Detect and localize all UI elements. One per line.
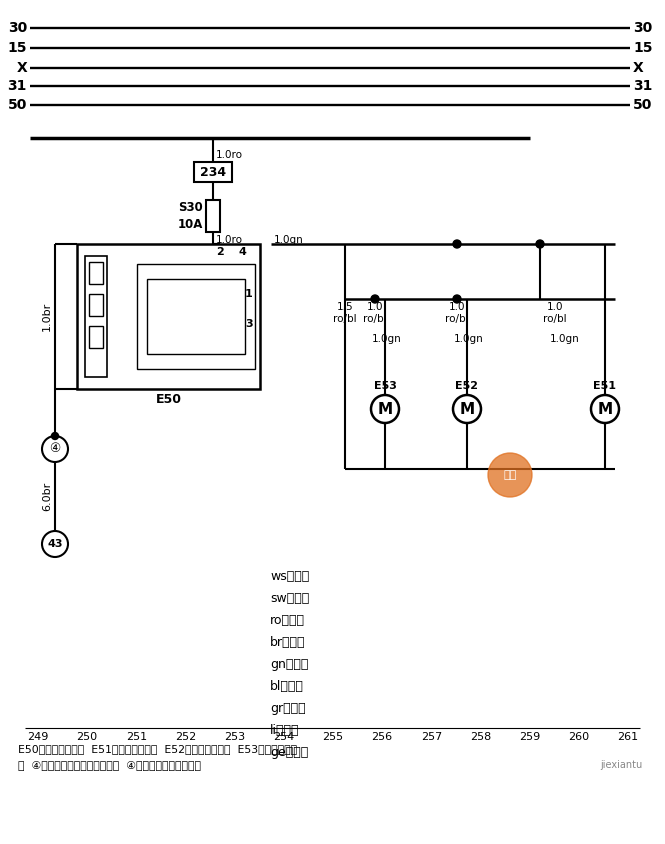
Text: 50: 50 — [633, 98, 652, 112]
Text: 1.0: 1.0 — [449, 302, 466, 312]
Text: 30: 30 — [8, 21, 27, 35]
Text: 3: 3 — [245, 319, 253, 329]
Circle shape — [536, 240, 544, 248]
Text: 258: 258 — [470, 732, 491, 742]
Text: 15: 15 — [633, 41, 652, 55]
Text: 259: 259 — [519, 732, 540, 742]
Text: bl＝蓝色: bl＝蓝色 — [270, 680, 304, 693]
Text: gr＝灰色: gr＝灰色 — [270, 702, 306, 715]
Text: 250: 250 — [76, 732, 98, 742]
Text: 261: 261 — [617, 732, 638, 742]
Text: ro/bl: ro/bl — [543, 314, 567, 324]
Text: 50: 50 — [7, 98, 27, 112]
Circle shape — [453, 240, 461, 248]
Text: 249: 249 — [27, 732, 49, 742]
Text: 252: 252 — [175, 732, 196, 742]
Text: 2: 2 — [216, 247, 224, 257]
Text: ge＝黄色: ge＝黄色 — [270, 746, 309, 759]
Bar — [89, 294, 103, 316]
Text: E51: E51 — [593, 381, 616, 391]
Bar — [89, 326, 103, 348]
Text: 1.5: 1.5 — [336, 302, 353, 312]
Bar — [137, 264, 255, 369]
Text: 6.0br: 6.0br — [42, 482, 52, 511]
Text: E50: E50 — [156, 393, 182, 406]
Text: M: M — [597, 402, 612, 416]
Text: 256: 256 — [372, 732, 393, 742]
Text: M: M — [378, 402, 392, 416]
Text: ④: ④ — [49, 442, 61, 456]
Text: X: X — [633, 61, 644, 75]
Text: 31: 31 — [633, 79, 652, 93]
Bar — [89, 262, 103, 284]
Bar — [194, 162, 232, 182]
Text: 1.0: 1.0 — [367, 302, 383, 312]
Text: 260: 260 — [569, 732, 589, 742]
Text: 1.0gn: 1.0gn — [454, 334, 484, 344]
Text: X: X — [16, 61, 27, 75]
Text: 4: 4 — [238, 247, 246, 257]
Text: 257: 257 — [421, 732, 442, 742]
Text: gn＝绿色: gn＝绿色 — [270, 658, 309, 671]
Text: 1.0: 1.0 — [547, 302, 563, 312]
Text: ro/bl: ro/bl — [363, 314, 387, 324]
Text: 1.0br: 1.0br — [42, 302, 52, 331]
Text: 30: 30 — [633, 21, 652, 35]
Text: ro＝红色: ro＝红色 — [270, 614, 305, 627]
Text: ro/bl: ro/bl — [445, 314, 469, 324]
Text: E53: E53 — [374, 381, 396, 391]
Text: 254: 254 — [273, 732, 295, 742]
Text: br＝棕色: br＝棕色 — [270, 636, 305, 649]
Text: ro/bl: ro/bl — [333, 314, 357, 324]
Text: li＝紫色: li＝紫色 — [270, 724, 299, 737]
Text: 43: 43 — [47, 539, 63, 549]
Text: S30: S30 — [178, 201, 203, 214]
Text: 1.0gn: 1.0gn — [550, 334, 580, 344]
Text: sw＝黑色: sw＝黑色 — [270, 592, 309, 605]
Text: jiexiantu: jiexiantu — [600, 760, 642, 770]
Text: M: M — [460, 402, 475, 416]
Text: 253: 253 — [224, 732, 245, 742]
Text: 10A: 10A — [178, 218, 203, 231]
Text: 1.0gn: 1.0gn — [372, 334, 402, 344]
Text: 15: 15 — [7, 41, 27, 55]
Bar — [85, 256, 107, 377]
Text: 1.0ro: 1.0ro — [216, 150, 243, 160]
Circle shape — [488, 453, 532, 497]
Bar — [77, 244, 260, 389]
Text: 1.0ro: 1.0ro — [216, 235, 243, 245]
Text: 1.0gn: 1.0gn — [274, 235, 304, 245]
Bar — [147, 279, 245, 354]
Text: 锁  ④－接地点，继电器旁车身处  ④－接线点，车身线束内: 锁 ④－接地点，继电器旁车身处 ④－接线点，车身线束内 — [18, 760, 201, 770]
Circle shape — [453, 295, 461, 303]
Text: ws＝白色: ws＝白色 — [270, 570, 309, 583]
Text: E50－左前中央门锁  E51－右前中央门锁  E52－左后中央门锁  E53－右后中央门: E50－左前中央门锁 E51－右前中央门锁 E52－左后中央门锁 E53－右后中… — [18, 744, 297, 754]
Text: 31: 31 — [7, 79, 27, 93]
Circle shape — [371, 295, 379, 303]
Text: 234: 234 — [200, 165, 226, 178]
Text: 255: 255 — [323, 732, 344, 742]
Text: E52: E52 — [456, 381, 479, 391]
Text: 1: 1 — [245, 289, 253, 299]
Text: 251: 251 — [126, 732, 147, 742]
Text: 维库: 维库 — [503, 470, 517, 480]
Circle shape — [51, 432, 59, 440]
Bar — [206, 200, 220, 232]
